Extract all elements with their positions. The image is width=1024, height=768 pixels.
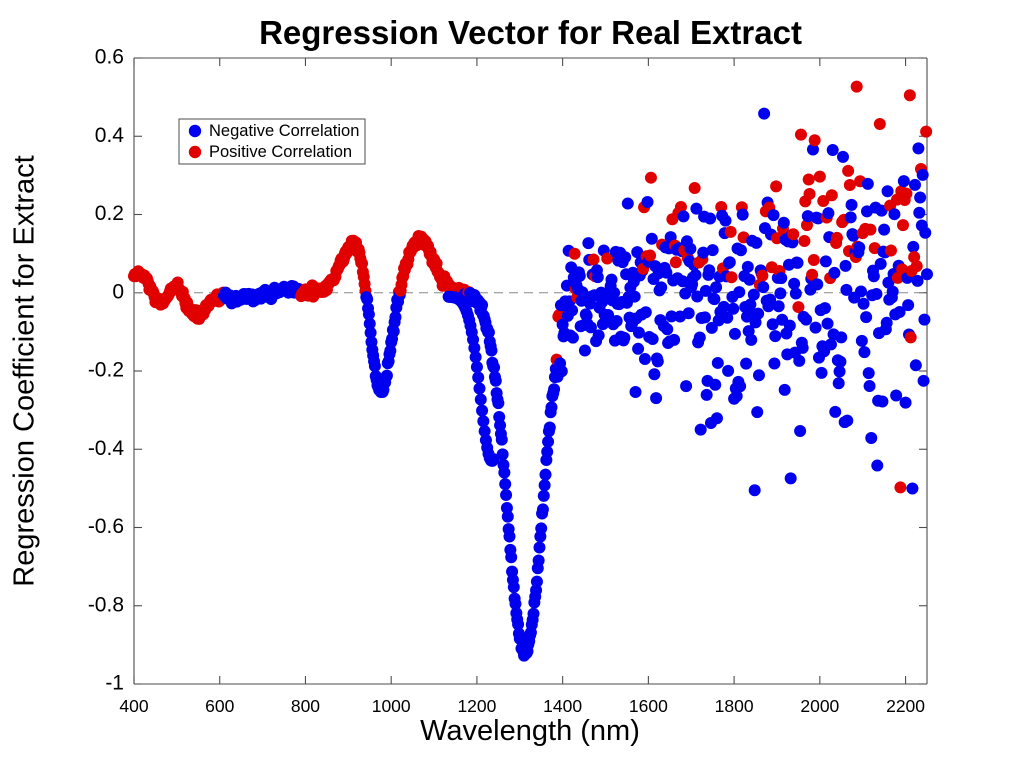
svg-text:0.6: 0.6: [95, 46, 124, 69]
svg-text:600: 600: [205, 696, 234, 716]
svg-text:400: 400: [119, 696, 148, 716]
svg-text:2200: 2200: [886, 696, 925, 716]
svg-text:0.2: 0.2: [95, 202, 124, 225]
svg-text:-0.4: -0.4: [88, 437, 125, 460]
svg-text:Negative Correlation: Negative Correlation: [209, 122, 359, 140]
svg-text:-1: -1: [105, 672, 124, 695]
svg-text:Positive Correlation: Positive Correlation: [209, 143, 352, 161]
svg-text:1600: 1600: [629, 696, 668, 716]
svg-text:-0.6: -0.6: [88, 515, 124, 538]
svg-text:1800: 1800: [715, 696, 754, 716]
svg-text:-0.2: -0.2: [88, 359, 124, 382]
svg-text:-0.8: -0.8: [88, 593, 124, 616]
svg-text:800: 800: [291, 696, 320, 716]
svg-text:0: 0: [112, 280, 124, 303]
svg-text:2000: 2000: [800, 696, 839, 716]
svg-text:1200: 1200: [457, 696, 496, 716]
svg-text:0.4: 0.4: [95, 124, 125, 147]
svg-text:1000: 1000: [372, 696, 411, 716]
svg-text:1400: 1400: [543, 696, 582, 716]
